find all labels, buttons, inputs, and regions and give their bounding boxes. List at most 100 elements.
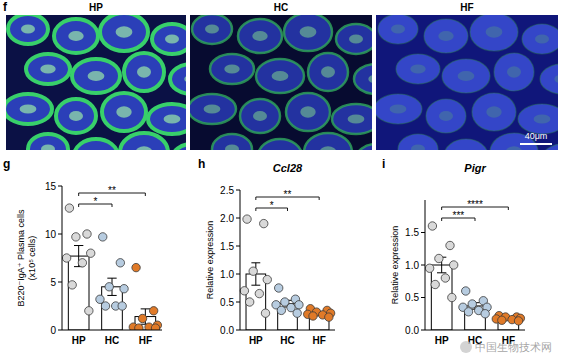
image-label: HP — [89, 2, 103, 13]
significance-label: *** — [452, 210, 464, 221]
panel-label: g — [3, 157, 10, 171]
bar — [68, 256, 89, 330]
villus-core — [205, 25, 219, 34]
villus — [170, 64, 186, 94]
villus-core — [486, 106, 501, 117]
data-point — [116, 259, 124, 267]
data-point — [325, 313, 333, 321]
villus — [120, 133, 168, 150]
villus-core — [252, 31, 267, 41]
data-point — [101, 302, 109, 310]
villus-core — [225, 145, 239, 151]
data-point — [135, 324, 143, 330]
y-axis-label: B220⁻IgA⁺ Plasma cells — [16, 209, 26, 307]
data-point — [78, 259, 86, 267]
scale-bar — [520, 143, 552, 145]
data-point — [425, 264, 433, 272]
villus-core — [458, 71, 475, 81]
data-point — [277, 306, 285, 314]
data-point — [151, 324, 159, 330]
bar — [465, 306, 486, 330]
villus-core — [253, 111, 267, 121]
y-axis — [240, 190, 241, 330]
villus-core — [20, 105, 37, 114]
data-point — [243, 215, 251, 223]
y-tick-label: 5 — [50, 277, 56, 288]
villus — [26, 54, 70, 84]
y-tick-label: 1.5 — [220, 241, 234, 252]
y-tick — [236, 246, 240, 247]
y-tick-label: 0.0 — [220, 325, 234, 336]
villus-core — [40, 65, 55, 74]
villus — [212, 134, 252, 150]
villus — [336, 24, 372, 54]
data-point — [498, 316, 506, 324]
villus-core — [68, 31, 83, 41]
villus — [152, 24, 186, 54]
data-point — [464, 308, 472, 316]
data-point — [105, 283, 113, 291]
data-point — [72, 233, 80, 241]
data-point — [99, 233, 107, 241]
villus — [240, 99, 280, 133]
y-tick — [236, 218, 240, 219]
villus — [100, 15, 148, 51]
villus-core — [21, 25, 35, 34]
data-point — [468, 300, 476, 308]
data-point — [240, 287, 248, 295]
micrograph — [6, 15, 186, 150]
y-axis — [425, 200, 426, 330]
villus — [332, 104, 372, 134]
data-point — [65, 204, 73, 212]
data-point — [260, 219, 268, 227]
villus — [148, 104, 186, 134]
x-tick-label: HF — [312, 335, 325, 346]
villus-core — [438, 31, 453, 41]
image-label: HC — [274, 2, 288, 13]
villus-core — [184, 75, 186, 84]
villus — [308, 53, 348, 91]
villus-core — [300, 26, 317, 37]
villus — [284, 15, 332, 51]
villus-core — [204, 105, 221, 114]
chart: iPigrRelative expression0.00.51.01.5HPHC… — [382, 157, 525, 346]
villus-core — [136, 146, 153, 150]
villus — [6, 94, 52, 124]
data-point — [249, 267, 257, 275]
villus — [376, 94, 422, 124]
villus — [444, 139, 488, 150]
panel-label: i — [382, 157, 385, 171]
villus — [258, 139, 302, 150]
marks — [240, 215, 335, 330]
data-point — [462, 287, 470, 295]
y-tick-label: 10 — [45, 229, 57, 240]
data-point — [450, 261, 458, 269]
x-axis — [240, 330, 335, 331]
villus-core — [507, 66, 521, 77]
villus — [356, 144, 372, 150]
villus — [426, 99, 466, 133]
y-tick-label: 15 — [45, 181, 57, 192]
villus-core — [554, 75, 558, 84]
villus — [442, 59, 490, 93]
villus-core — [349, 35, 363, 44]
villus — [472, 93, 516, 131]
watermark: 中国生物技术网 — [475, 341, 552, 354]
data-point — [481, 310, 489, 318]
data-point — [435, 254, 443, 262]
y-tick-label: 0 — [50, 325, 56, 336]
villus — [304, 133, 352, 150]
villus-core — [320, 146, 337, 150]
villus-core — [137, 66, 151, 77]
data-point — [118, 302, 126, 310]
y-tick — [236, 330, 240, 331]
villus — [8, 15, 48, 44]
y-tick-label: 0.5 — [220, 297, 234, 308]
y-tick-label: 1.5 — [405, 227, 419, 238]
y-tick — [421, 297, 425, 298]
villus-core — [535, 35, 549, 44]
significance-label: ** — [108, 185, 116, 196]
chart: hCcl28Relative expression0.00.51.01.52.0… — [198, 157, 335, 346]
villus — [192, 15, 232, 44]
villus-core — [411, 145, 425, 151]
